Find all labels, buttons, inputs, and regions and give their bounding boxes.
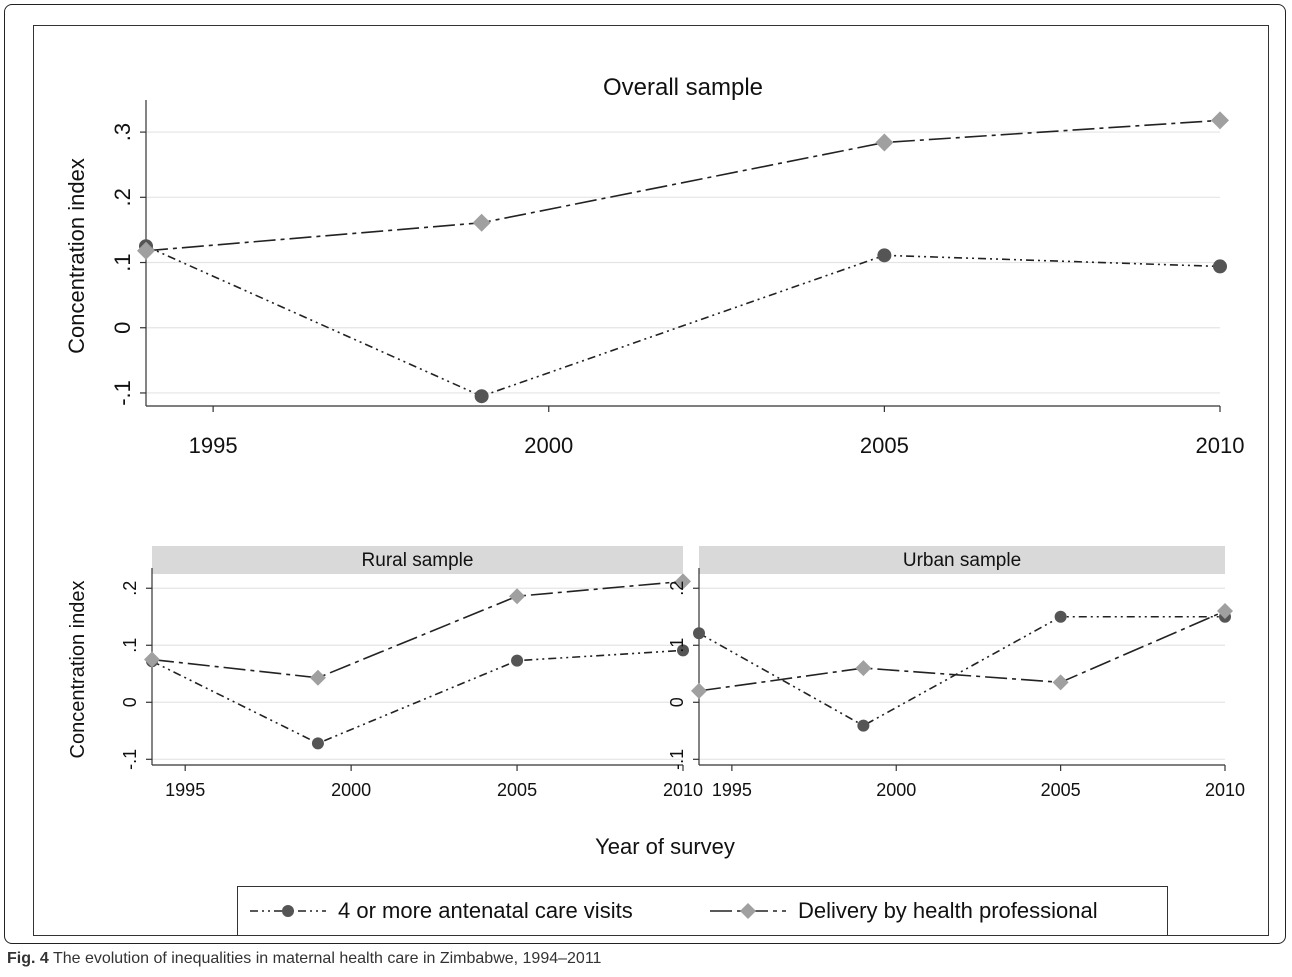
panel-rural-sample-point-delivery <box>309 669 326 686</box>
panel-urban-sample-series-antenatal-line <box>698 615 1225 727</box>
panel-rural-sample-ytick-label: .2 <box>120 581 140 596</box>
legend-marker-circle <box>282 905 294 917</box>
panel-overall-sample-point-antenatal <box>474 389 489 404</box>
panel-urban-sample-point-antenatal <box>693 627 705 640</box>
panel-urban-sample-point-antenatal <box>1054 610 1067 623</box>
caption-text: The evolution of inequalities in materna… <box>52 950 602 967</box>
caption-fig-label: Fig. 4 <box>7 950 49 967</box>
panel-overall-sample-ylabel: Concentration index <box>64 158 89 354</box>
panel-rural-sample-point-antenatal <box>677 644 689 657</box>
panel-rural-sample-series-delivery-line <box>151 580 684 679</box>
panel-urban-sample-strip <box>699 546 1225 574</box>
panel-rural-sample-ytick-label: 0 <box>120 697 140 707</box>
panel-urban-sample-title: Urban sample <box>903 550 1021 571</box>
panel-urban-sample-ytick-label: .2 <box>667 581 687 596</box>
panel-urban-sample-point-delivery <box>1217 603 1233 620</box>
panel-overall-sample-series-antenatal-line <box>145 245 1221 398</box>
panel-overall-sample-xtick-label: 1995 <box>189 433 238 458</box>
panel-urban-sample-point-delivery <box>855 660 872 677</box>
panel-rural-sample-point-delivery <box>509 588 526 605</box>
panel-overall-sample-ytick-label: -.1 <box>110 380 135 406</box>
chart-svg: Overall sample -.1 0 .1 .2 .3 1995 2000 2005 2010… <box>64 74 1245 859</box>
panel-overall-sample-xtick-label: 2000 <box>524 433 573 458</box>
panel-urban-sample-point-delivery <box>691 682 707 699</box>
panel-rural-sample-point-antenatal <box>311 737 324 750</box>
panel-overall-sample-ytick-label: .2 <box>110 188 135 206</box>
panel-overall-sample-ytick-label: .1 <box>110 253 135 271</box>
panel-urban-sample-series-delivery-line <box>698 610 1226 692</box>
legend-label-delivery: Delivery by health professional <box>798 898 1098 923</box>
panel-overall-sample-point-delivery <box>472 213 491 232</box>
panel-rural-sample: Rural sample -.1 0 .1 .2 1995 2000 2005 2010 Conc… <box>67 546 703 800</box>
panel-overall-sample-series-delivery-line <box>145 119 1221 252</box>
panel-rural-sample-point-antenatal <box>511 654 524 667</box>
panel-rural-sample-ylabel: Concentration index <box>67 581 89 759</box>
panel-rural-sample-point-delivery <box>675 573 691 590</box>
legend-item-antenatal: 4 or more antenatal care visits <box>248 887 633 935</box>
plot-region: Overall sample -.1 0 .1 .2 .3 1995 2000 2005 2010… <box>33 25 1269 936</box>
legend-marker-diamond <box>740 903 756 919</box>
panel-rural-sample-series-antenatal-line <box>151 649 684 745</box>
panel-rural-sample-title: Rural sample <box>362 550 474 571</box>
panel-overall-sample-ytick-label: 0 <box>110 322 135 334</box>
panel-rural-sample-xtick-label: 2005 <box>497 780 537 800</box>
panel-rural-sample-xtick-label: 2000 <box>331 780 371 800</box>
legend: 4 or more antenatal care visits Delivery… <box>237 886 1168 936</box>
panel-urban-sample: Urban sample -.1 0 .1 .2 1995 2000 2005 2010 <box>667 546 1245 800</box>
panel-urban-sample-xtick-label: 2000 <box>876 780 916 800</box>
panel-urban-sample-ytick-label: .1 <box>667 638 687 653</box>
x-axis-label: Year of survey <box>595 834 735 859</box>
panel-overall-sample-point-delivery <box>1211 111 1229 130</box>
figure-frame: Overall sample -.1 0 .1 .2 .3 1995 2000 2005 2010… <box>4 4 1286 944</box>
panel-urban-sample-point-delivery <box>1052 674 1069 691</box>
legend-swatch-antenatal <box>250 905 326 917</box>
panel-overall-sample-xtick-label: 2005 <box>860 433 909 458</box>
panel-rural-sample-xtick-label: 1995 <box>165 780 205 800</box>
panel-overall-sample-xtick-label: 2010 <box>1196 433 1245 458</box>
legend-swatch-delivery <box>710 903 786 919</box>
panel-overall-sample-ytick-label: .3 <box>110 123 135 141</box>
panel-overall-sample-point-delivery <box>875 133 894 152</box>
panel-rural-sample-ytick-label: .1 <box>120 638 140 653</box>
panel-urban-sample-ytick-label: 0 <box>667 697 687 707</box>
panel-urban-sample-ytick-label: -.1 <box>667 749 687 770</box>
panel-urban-sample-xtick-label: 2005 <box>1041 780 1081 800</box>
panel-overall-sample: Overall sample -.1 0 .1 .2 .3 1995 2000 2005 2010… <box>64 74 1244 458</box>
panel-rural-sample-xtick-label: 2010 <box>663 780 703 800</box>
legend-item-delivery: Delivery by health professional <box>708 887 1098 935</box>
figure-caption: Fig. 4 The evolution of inequalities in … <box>7 950 601 968</box>
panel-rural-sample-strip <box>152 546 683 574</box>
panel-rural-sample-point-delivery <box>144 651 160 668</box>
panel-urban-sample-xtick-label: 1995 <box>712 780 752 800</box>
panel-rural-sample-ytick-label: -.1 <box>120 749 140 770</box>
panel-urban-sample-xtick-label: 2010 <box>1205 780 1245 800</box>
panel-urban-sample-point-antenatal <box>857 719 870 732</box>
panel-overall-sample-point-antenatal <box>1213 259 1227 274</box>
panel-overall-sample-title: Overall sample <box>603 74 763 101</box>
legend-label-antenatal: 4 or more antenatal care visits <box>338 898 633 923</box>
panel-overall-sample-point-delivery <box>137 241 155 260</box>
panel-overall-sample-point-antenatal <box>877 248 892 263</box>
